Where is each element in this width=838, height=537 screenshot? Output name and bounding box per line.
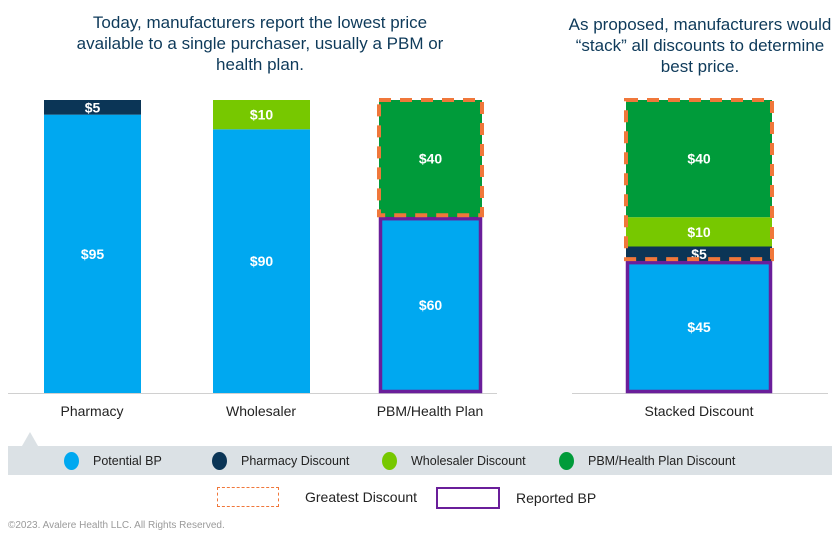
data-label: $60: [419, 297, 443, 313]
data-label: $95: [81, 246, 105, 262]
category-label-stacked: Stacked Discount: [644, 403, 754, 419]
left-panel-title: Today, manufacturers report the lowest p…: [76, 13, 444, 74]
legend-label: Pharmacy Discount: [241, 454, 350, 468]
data-label: $45: [687, 319, 711, 335]
legend-label: Greatest Discount: [305, 489, 418, 505]
data-label: $5: [85, 99, 101, 115]
legend-swatch: [64, 452, 79, 470]
legend-swatch: [382, 452, 397, 470]
reported-bp-outline: [625, 260, 773, 394]
data-label: $10: [687, 224, 711, 240]
bar-segment-potential-bp: [213, 129, 310, 394]
right-panel-title: As proposed, manufacturers would “stack”…: [568, 15, 832, 76]
legend-item-potential-bp: Potential BP: [64, 452, 162, 470]
category-label-pbm: PBM/Health Plan: [376, 403, 484, 419]
legend: Potential BP Pharmacy Discount Wholesale…: [8, 446, 832, 475]
reported-bp-outline: [378, 216, 483, 394]
bar-segment-potential-bp: [626, 261, 772, 393]
legend-item-wholesaler-discount: Wholesaler Discount: [382, 452, 526, 470]
legend-swatch: [212, 452, 227, 470]
category-label-pharmacy: Pharmacy: [60, 403, 124, 419]
legend-label: PBM/Health Plan Discount: [588, 454, 736, 468]
data-label: $40: [419, 151, 443, 167]
greatest-discount-outline: [377, 98, 484, 218]
greatest-discount-swatch: [217, 487, 279, 507]
bar-segment-pbm-health-plan-discount: [626, 100, 772, 218]
legend-item-greatest-discount: Greatest Discount: [217, 487, 417, 507]
legend-item-pharmacy-discount: Pharmacy Discount: [212, 452, 349, 470]
bar-segment-potential-bp: [44, 114, 141, 394]
category-label-wholesaler: Wholesaler: [225, 403, 297, 419]
reported-bp-swatch: [436, 487, 500, 509]
bar-segment-pbm-health-plan-discount: [379, 100, 482, 218]
legend-item-reported-bp: Reported BP: [436, 487, 596, 509]
legend-swatch: [559, 452, 574, 470]
data-label: $40: [687, 151, 711, 167]
data-label: $10: [250, 107, 274, 123]
bar-segment-potential-bp: [379, 217, 482, 393]
bar-segment-wholesaler-discount: [626, 217, 772, 247]
legend-pointer: [22, 432, 38, 446]
stacked-bar-chart: $95$5$90$10$60$40$45$5$10$40: [8, 98, 828, 394]
data-label: $90: [250, 253, 274, 269]
legend-label: Wholesaler Discount: [411, 454, 526, 468]
greatest-discount-outline: [624, 98, 774, 262]
legend-label: Potential BP: [93, 454, 162, 468]
legend-item-pbm-discount: PBM/Health Plan Discount: [559, 452, 735, 470]
copyright-notice: ©2023. Avalere Health LLC. All Rights Re…: [8, 520, 225, 531]
bar-segment-pharmacy-discount: [44, 100, 141, 115]
bar-segment-wholesaler-discount: [213, 100, 310, 130]
legend-label: Reported BP: [516, 490, 597, 506]
